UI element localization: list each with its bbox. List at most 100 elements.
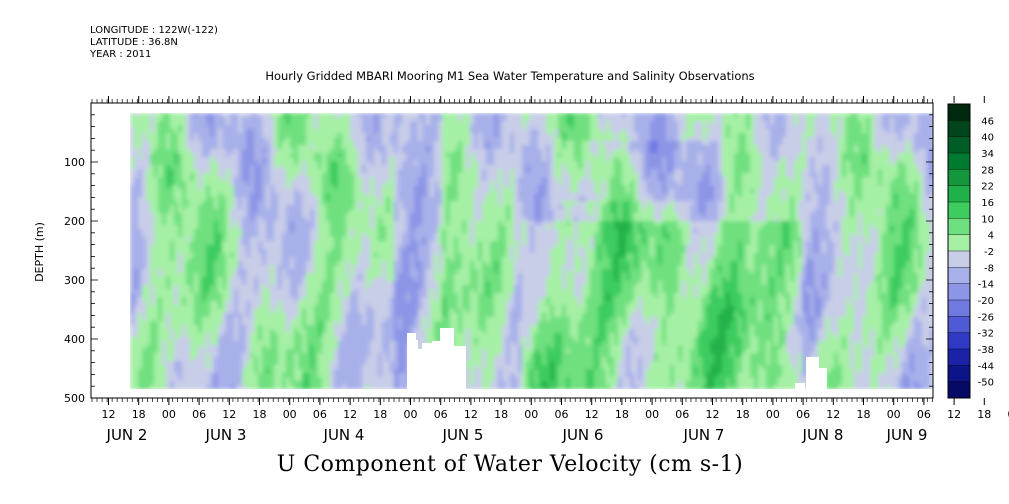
- heat-cell: [338, 197, 343, 202]
- heat-cell: [822, 137, 827, 142]
- heat-cell: [338, 173, 343, 178]
- heat-cell: [242, 121, 247, 126]
- heat-cell: [878, 117, 883, 122]
- heat-cell: [426, 201, 431, 206]
- heat-cell: [210, 169, 215, 174]
- heat-cell: [286, 165, 291, 170]
- heat-cell: [650, 133, 655, 138]
- heat-cell: [438, 113, 443, 118]
- heat-cell: [694, 197, 699, 202]
- heat-cell: [406, 117, 411, 122]
- heat-cell: [770, 161, 775, 166]
- heat-cell: [814, 165, 819, 170]
- heat-cell: [502, 209, 507, 214]
- heat-cell: [346, 129, 351, 134]
- heat-cell: [202, 129, 207, 134]
- heat-cell: [802, 141, 807, 146]
- heat-cell: [314, 125, 319, 130]
- heat-cell: [518, 125, 523, 130]
- heat-cell: [138, 181, 143, 186]
- heat-cell: [586, 165, 591, 170]
- heat-cell: [514, 153, 519, 158]
- heat-cell: [610, 197, 615, 202]
- heat-cell: [326, 153, 331, 158]
- heat-cell: [654, 189, 659, 194]
- heat-cell: [282, 177, 287, 182]
- heat-cell: [594, 137, 599, 142]
- heat-cell: [798, 197, 803, 202]
- heat-cell: [930, 193, 933, 198]
- heat-cell: [642, 113, 647, 118]
- heat-cell: [774, 145, 779, 150]
- heat-cell: [510, 145, 515, 150]
- heat-cell: [726, 165, 731, 170]
- heat-cell: [686, 201, 691, 206]
- heat-cell: [478, 145, 483, 150]
- heat-cell: [494, 121, 499, 126]
- heat-cell: [602, 153, 607, 158]
- heat-cell: [178, 169, 183, 174]
- heat-cell: [282, 185, 287, 190]
- heat-cell: [322, 185, 327, 190]
- heat-cell: [486, 117, 491, 122]
- heat-cell: [890, 193, 895, 198]
- heat-cell: [818, 141, 823, 146]
- heat-cell: [442, 201, 447, 206]
- heat-cell: [390, 145, 395, 150]
- heat-cell: [886, 133, 891, 138]
- heat-cell: [610, 133, 615, 138]
- heat-cell: [330, 189, 335, 194]
- heat-cell: [218, 133, 223, 138]
- heat-cell: [394, 129, 399, 134]
- heat-cell: [562, 149, 567, 154]
- heat-cell: [814, 121, 819, 126]
- heat-cell: [198, 197, 203, 202]
- heat-cell: [606, 165, 611, 170]
- heat-cell: [706, 137, 711, 142]
- heat-cell: [906, 193, 911, 198]
- heat-cell: [190, 117, 195, 122]
- heat-cell: [498, 201, 503, 206]
- heat-cell: [330, 161, 335, 166]
- heat-cell: [502, 129, 507, 134]
- heat-cell: [434, 177, 439, 182]
- heat-cell: [206, 181, 211, 186]
- heat-cell: [290, 165, 295, 170]
- heat-cell: [242, 113, 247, 118]
- heat-cell: [154, 153, 159, 158]
- heat-cell: [218, 201, 223, 206]
- heat-cell: [194, 165, 199, 170]
- heat-cell: [710, 189, 715, 194]
- heat-cell: [406, 133, 411, 138]
- heat-cell: [154, 181, 159, 186]
- heat-cell: [710, 129, 715, 134]
- heat-cell: [338, 113, 343, 118]
- heat-cell: [518, 185, 523, 190]
- heat-cell: [478, 117, 483, 122]
- heat-cell: [214, 117, 219, 122]
- heat-cell: [542, 173, 547, 178]
- heat-cell: [574, 117, 579, 122]
- heat-cell: [530, 197, 535, 202]
- heat-cell: [350, 169, 355, 174]
- heat-cell: [918, 173, 923, 178]
- heat-cell: [790, 161, 795, 166]
- heat-cell: [734, 161, 739, 166]
- heat-cell: [346, 177, 351, 182]
- heat-cell: [450, 189, 455, 194]
- heat-cell: [826, 153, 831, 158]
- heat-cell: [358, 145, 363, 150]
- heat-cell: [882, 189, 887, 194]
- heat-cell: [558, 149, 563, 154]
- heat-cell: [434, 141, 439, 146]
- heat-cell: [870, 125, 875, 130]
- heat-cell: [914, 145, 919, 150]
- heat-cell: [662, 173, 667, 178]
- heat-cell: [638, 141, 643, 146]
- heat-cell: [694, 153, 699, 158]
- heat-cell: [418, 165, 423, 170]
- heat-cell: [542, 201, 547, 206]
- heat-cell: [778, 137, 783, 142]
- heat-cell: [298, 169, 303, 174]
- heat-cell: [650, 129, 655, 134]
